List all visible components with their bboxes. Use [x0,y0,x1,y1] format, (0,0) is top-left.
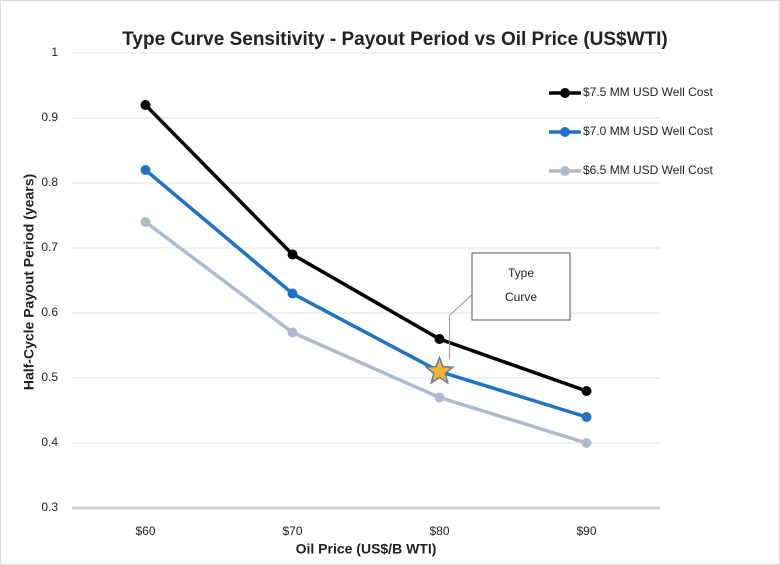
point [581,438,592,448]
y-tick-label: 0.6 [41,305,58,319]
legend-label: $6.5 MM USD Well Cost [583,163,713,177]
point [581,412,592,422]
point [434,334,445,344]
point [287,327,298,338]
y-tick-label: 0.5 [41,370,58,384]
y-tick-label: 0.4 [41,435,58,449]
legend-label: $7.5 MM USD Well Cost [583,85,713,99]
series-line [144,103,588,393]
series-line [144,220,588,445]
y-tick-label: 0.8 [41,175,58,189]
point [140,165,151,175]
point [581,386,592,396]
point [140,100,151,110]
x-axis-title: Oil Price (US$/B WTI) [296,541,437,557]
point [140,217,151,227]
point [287,288,298,299]
x-tick-label: $60 [135,524,155,538]
legend-marker [560,127,570,137]
y-tick-label: 0.7 [41,240,58,254]
legend-label: $7.0 MM USD Well Cost [583,124,713,138]
legend-marker [560,166,570,176]
y-tick-label: 1 [51,45,58,59]
chart-title: Type Curve Sensitivity - Payout Period v… [122,29,668,50]
point [434,392,445,403]
x-tick-label: $70 [282,524,302,538]
x-tick-label: $80 [429,524,449,538]
annotation-box [471,252,571,321]
callout-line [449,294,472,316]
annotation-text: Curve [505,290,537,304]
point [287,249,298,260]
y-tick-label: 0.3 [41,500,58,514]
type-curve-star [424,355,455,385]
x-tick-label: $90 [576,524,596,538]
annotation-text: Type [508,266,534,280]
y-axis-title: Half-Cycle Payout Period (years) [21,174,37,390]
y-tick-label: 0.9 [41,110,58,124]
legend-marker [560,88,570,98]
series-line [144,168,588,419]
